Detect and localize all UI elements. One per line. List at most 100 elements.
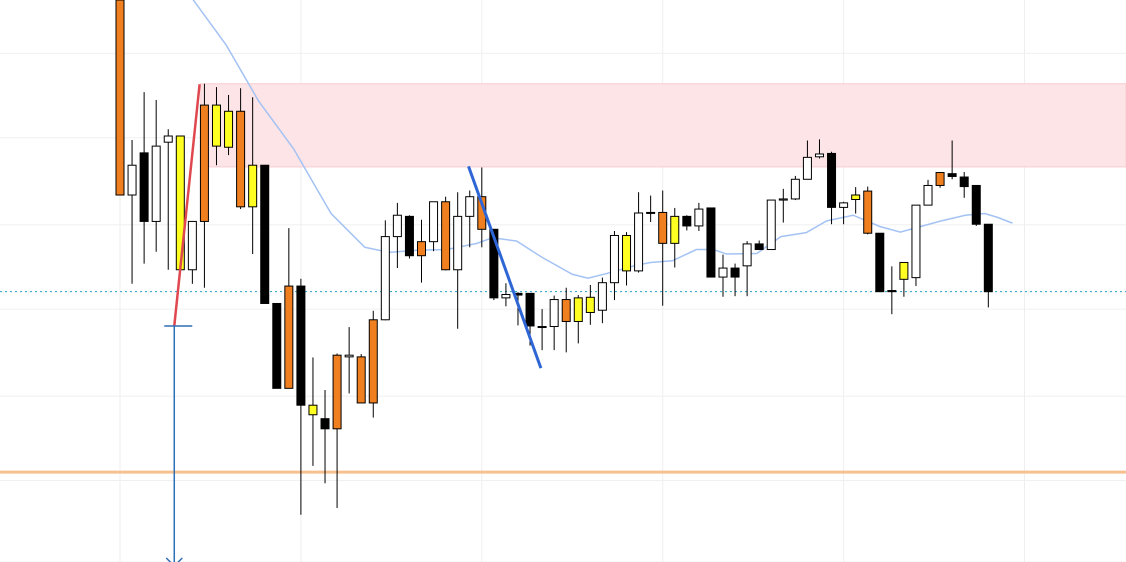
candle-body xyxy=(923,184,933,206)
candle xyxy=(790,175,800,201)
candle-body xyxy=(332,354,342,430)
candle xyxy=(718,254,728,297)
candle-body xyxy=(561,299,571,322)
rising-trendline[interactable] xyxy=(173,84,201,327)
candle-body xyxy=(887,290,897,293)
candle-body xyxy=(634,212,644,272)
candle-body xyxy=(344,354,354,358)
candle-body xyxy=(211,104,221,147)
candle xyxy=(404,215,414,259)
candle xyxy=(827,151,837,225)
candle xyxy=(127,139,137,284)
candle xyxy=(139,92,149,264)
candle-body xyxy=(356,356,366,404)
candle xyxy=(115,0,125,196)
candle xyxy=(694,202,704,231)
candle-body xyxy=(272,302,282,389)
candle xyxy=(730,263,740,297)
candle-body xyxy=(392,214,402,238)
candle xyxy=(368,310,378,418)
candle xyxy=(983,223,993,308)
candle-body xyxy=(163,135,173,143)
candle-body xyxy=(236,110,246,208)
candle xyxy=(863,186,873,235)
candle xyxy=(272,302,282,389)
candle xyxy=(875,232,885,293)
candle xyxy=(609,230,619,301)
candle-body xyxy=(224,110,234,148)
candle xyxy=(344,327,354,394)
candle xyxy=(634,192,644,273)
candle xyxy=(802,140,812,180)
drawing-tools-layer[interactable] xyxy=(164,84,543,562)
candle xyxy=(935,172,945,188)
candle-body xyxy=(525,292,535,327)
candle-body xyxy=(911,204,921,279)
candle xyxy=(236,88,246,210)
candle-body xyxy=(802,156,812,180)
measure-arrow-icon xyxy=(165,557,183,562)
candle xyxy=(501,283,511,307)
candle-body xyxy=(453,215,463,271)
candle-body xyxy=(609,234,619,284)
candle xyxy=(585,284,595,325)
candle xyxy=(380,220,390,321)
candle xyxy=(947,140,957,180)
measure-tool[interactable] xyxy=(164,325,193,562)
candle xyxy=(465,190,475,248)
candle xyxy=(646,195,656,222)
candle xyxy=(308,357,318,466)
candle xyxy=(778,188,788,223)
candle-body xyxy=(404,215,414,257)
candle xyxy=(163,129,173,270)
candle-body xyxy=(465,196,475,217)
candle-body xyxy=(115,0,125,196)
candle-body xyxy=(730,267,740,278)
candle-body xyxy=(296,285,306,406)
candle xyxy=(429,201,439,252)
candle-body xyxy=(814,153,824,158)
candle-body xyxy=(597,282,607,311)
candle xyxy=(839,201,849,225)
candle-body xyxy=(658,211,668,244)
candle-body xyxy=(417,241,426,257)
candle-body xyxy=(320,418,330,430)
candle-body xyxy=(199,104,209,222)
candle-body xyxy=(260,164,270,304)
candle xyxy=(561,287,571,353)
falling-trendline[interactable] xyxy=(467,165,543,369)
candle-body xyxy=(501,293,511,299)
candle xyxy=(260,164,270,304)
candle xyxy=(754,240,764,251)
candle xyxy=(248,97,258,255)
candle-body xyxy=(947,173,957,177)
candle-body xyxy=(127,164,137,196)
candle xyxy=(911,204,921,287)
candle-body xyxy=(441,201,451,271)
candle xyxy=(923,179,933,206)
candle xyxy=(320,390,330,484)
candle xyxy=(332,353,342,509)
horizontal-levels xyxy=(0,291,1126,474)
candle-body xyxy=(682,215,692,227)
candle-body xyxy=(778,198,788,201)
candle-body xyxy=(754,243,764,251)
candle xyxy=(971,184,981,226)
candle-body xyxy=(537,326,547,329)
candle xyxy=(682,215,692,231)
candle xyxy=(199,83,209,288)
candle xyxy=(814,139,824,159)
candle xyxy=(417,219,426,283)
candle-body xyxy=(380,236,390,321)
candle xyxy=(887,266,897,315)
candle-body xyxy=(694,208,704,227)
candle xyxy=(658,190,668,306)
candle-body xyxy=(585,296,595,313)
candle xyxy=(187,220,197,284)
candle-body xyxy=(489,228,499,299)
candle xyxy=(851,187,861,214)
supply-zone[interactable] xyxy=(200,83,1126,168)
candle xyxy=(959,171,969,198)
candle xyxy=(573,295,583,344)
